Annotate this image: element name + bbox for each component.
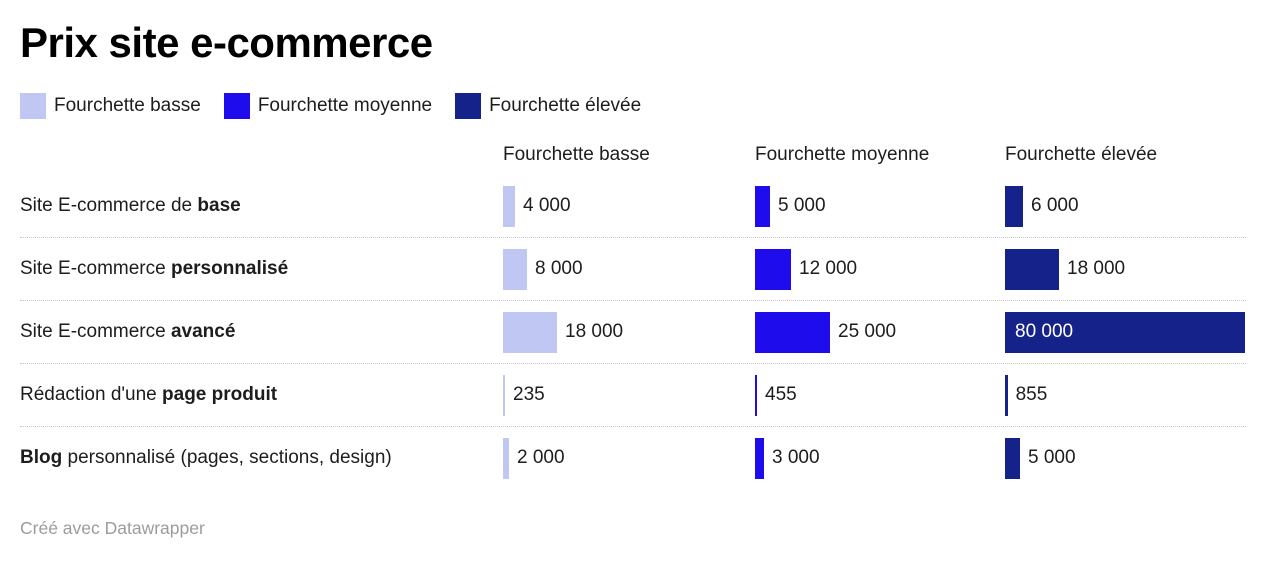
- bar: [503, 311, 557, 353]
- row-label: Blog personnalisé (pages, sections, desi…: [20, 447, 392, 468]
- column-header-0: Fourchette basse: [503, 144, 650, 165]
- legend-item-2: Fourchette élevée: [455, 93, 641, 119]
- row-label: Site E-commerce de base: [20, 195, 241, 216]
- bar-cell: 8 000: [503, 238, 755, 300]
- bar-value: 8 000: [535, 258, 583, 279]
- row-label: Rédaction d'une page produit: [20, 384, 278, 405]
- bar-cell: 18 000: [1005, 238, 1246, 300]
- bar-cell: 3 000: [755, 427, 1005, 489]
- bar: [755, 185, 770, 227]
- legend-label: Fourchette basse: [54, 95, 201, 116]
- bar: [1005, 437, 1020, 479]
- bar-cell: 455: [755, 364, 1005, 426]
- legend-swatch-icon: [20, 93, 46, 119]
- table-header-row: Fourchette basse Fourchette moyenne Fourch…: [20, 135, 1246, 175]
- column-header-2: Fourchette élevée: [1005, 144, 1158, 165]
- bar-value: 25 000: [838, 321, 897, 342]
- bar-cell: 855: [1005, 364, 1246, 426]
- bar-value: 455: [765, 384, 797, 405]
- bar-cell: 5 000: [1005, 427, 1246, 489]
- table-row-1: Site E-commerce personnalisé 8 000 12 000 1…: [20, 238, 1246, 301]
- chart-title: Prix site e-commerce: [20, 19, 433, 66]
- bar-value: 12 000: [799, 258, 858, 279]
- bar-cell: 2 000: [503, 427, 755, 489]
- bar: [755, 437, 764, 479]
- legend-item-1: Fourchette moyenne: [223, 93, 433, 119]
- bar-value: 3 000: [772, 447, 820, 468]
- table-row-3: Rédaction d'une page produit 235 455 855: [20, 364, 1246, 427]
- bar-value: 80 000: [1015, 321, 1074, 342]
- bar-cell: 5 000: [755, 175, 1005, 237]
- bar-cell: 12 000: [755, 238, 1005, 300]
- table-row-2: Site E-commerce avancé 18 000 25 000 80 000: [20, 301, 1246, 364]
- bar-value: 5 000: [778, 195, 826, 216]
- bar: [503, 437, 509, 479]
- table-body: Site E-commerce de base 4 000 5 000 6 000 Si…: [20, 175, 1246, 489]
- bar-cell: 4 000: [503, 175, 755, 237]
- bar: [1005, 185, 1023, 227]
- legend-swatch-icon: [455, 93, 482, 119]
- bar: [503, 248, 527, 290]
- row-label: Site E-commerce avancé: [20, 321, 236, 342]
- bar: [1005, 248, 1059, 290]
- legend-item-0: Fourchette basse: [20, 93, 201, 119]
- bar-value: 6 000: [1031, 195, 1079, 216]
- bar-value: 18 000: [1067, 258, 1126, 279]
- bar-value: 235: [513, 384, 545, 405]
- column-header-1: Fourchette moyenne: [755, 144, 930, 165]
- bar: [755, 248, 791, 290]
- table-row-4: Blog personnalisé (pages, sections, desi…: [20, 427, 1246, 489]
- bar: [755, 374, 757, 416]
- bar-cell: 80 000: [1005, 301, 1246, 363]
- bar: [755, 311, 830, 353]
- bar-table: Fourchette basse Fourchette moyenne Fourch…: [20, 135, 1246, 489]
- bar-value: 18 000: [565, 321, 624, 342]
- legend-label: Fourchette moyenne: [257, 95, 433, 116]
- legend-label: Fourchette élevée: [489, 95, 642, 116]
- row-label: Site E-commerce personnalisé: [20, 258, 289, 279]
- footer: Créé avec Datawrapper: [20, 518, 1246, 539]
- bar-value: 855: [1015, 384, 1048, 405]
- bar-cell: 18 000: [503, 301, 755, 363]
- legend: Fourchette basse Fourchette moyenne Fourch…: [20, 93, 1246, 119]
- bar-value: 2 000: [517, 447, 565, 468]
- bar: [1005, 374, 1008, 416]
- bar: 80 000: [1005, 311, 1245, 353]
- bar-cell: 6 000: [1005, 175, 1246, 237]
- datawrapper-credit-link[interactable]: Créé avec Datawrapper: [20, 518, 205, 538]
- table-row-0: Site E-commerce de base 4 000 5 000 6 000: [20, 175, 1246, 238]
- bar-value: 5 000: [1028, 447, 1076, 468]
- bar-cell: 25 000: [755, 301, 1005, 363]
- bar-value: 4 000: [523, 195, 571, 216]
- bar: [503, 374, 505, 416]
- bar: [503, 185, 515, 227]
- bar-cell: 235: [503, 364, 755, 426]
- legend-swatch-icon: [223, 93, 250, 119]
